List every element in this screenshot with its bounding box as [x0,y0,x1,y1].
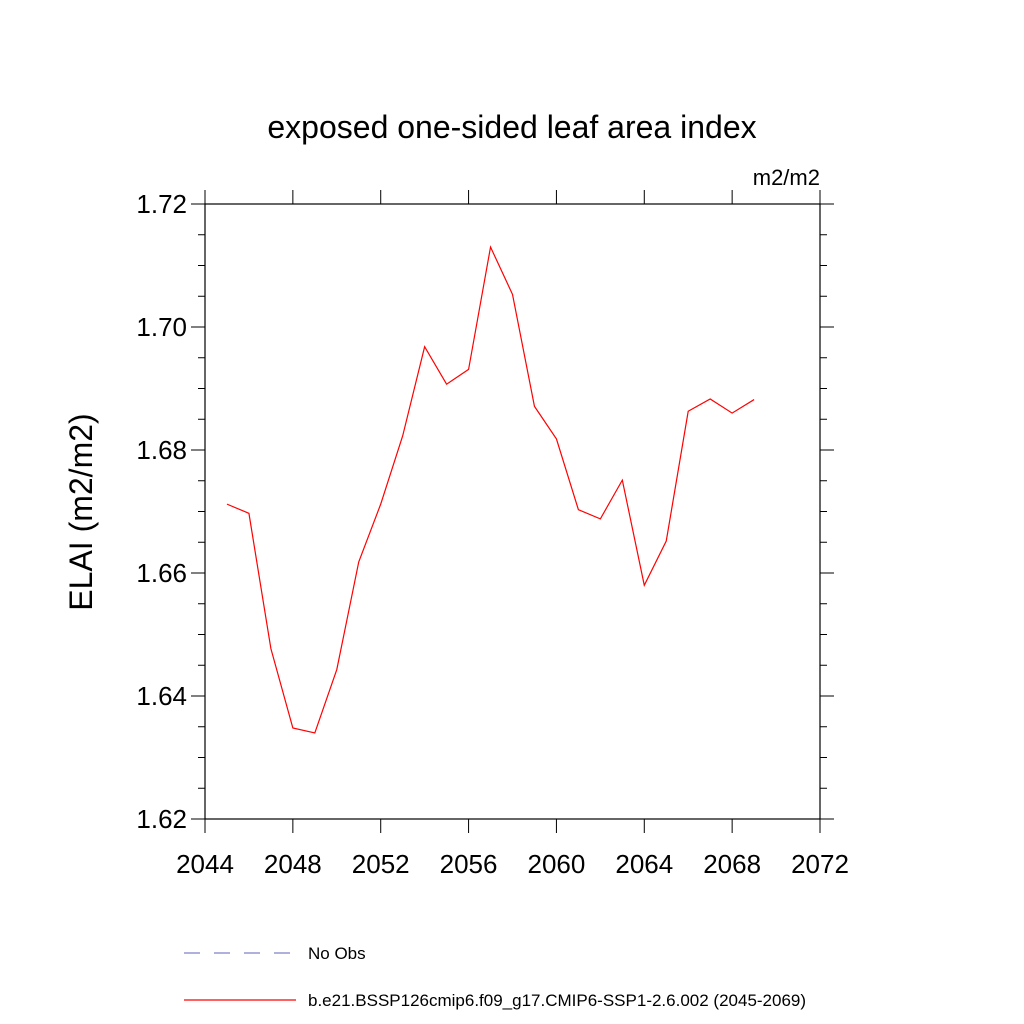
x-axis-ticks: 2044 2048 2052 2056 2060 2064 2068 2072 [176,190,849,879]
y-tick-label: 1.70 [136,312,187,342]
y-tick-label: 1.66 [136,558,187,588]
y-axis-label: ELAI (m2/m2) [63,413,99,610]
x-tick-label: 2060 [528,849,586,879]
legend-label-model: b.e21.BSSP126cmip6.f09_g17.CMIP6-SSP1-2.… [308,991,806,1010]
legend: No Obs b.e21.BSSP126cmip6.f09_g17.CMIP6-… [184,944,806,1010]
y-tick-label: 1.72 [136,189,187,219]
y-tick-label: 1.62 [136,804,187,834]
x-tick-label: 2056 [440,849,498,879]
x-tick-label: 2048 [264,849,322,879]
x-tick-label: 2044 [176,849,234,879]
x-tick-label: 2072 [791,849,849,879]
chart-title: exposed one-sided leaf area index [267,109,756,145]
x-tick-label: 2064 [615,849,673,879]
series-layer [226,245,755,734]
y-tick-label: 1.68 [136,435,187,465]
series-line-0 [226,245,755,734]
x-tick-label: 2052 [352,849,410,879]
legend-label-no-obs: No Obs [308,944,366,963]
y-axis-ticks: 1.62 1.64 1.66 1.68 1.70 1.72 [136,189,834,834]
units-label: m2/m2 [753,165,820,190]
x-tick-label: 2068 [703,849,761,879]
y-tick-label: 1.64 [136,681,187,711]
